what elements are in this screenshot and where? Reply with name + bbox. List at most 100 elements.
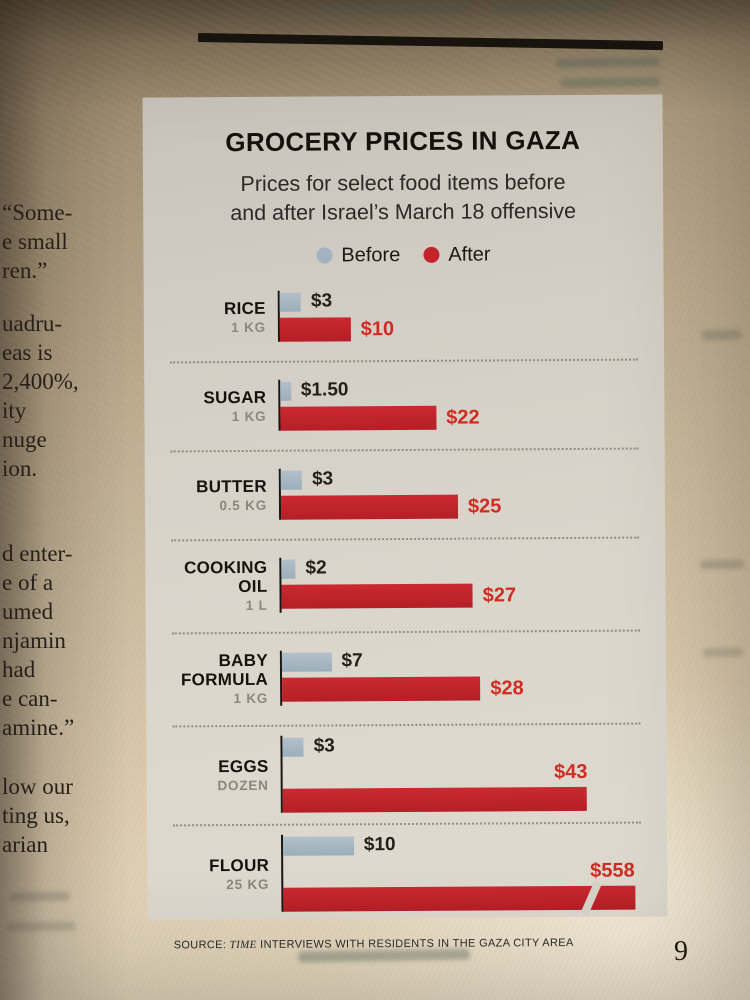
axis-break-mark — [580, 880, 602, 916]
after-value: $22 — [446, 406, 480, 429]
chart-row-cooking-oil: COOKING OIL 1 L $2 $27 — [171, 536, 640, 633]
after-bar — [282, 676, 481, 702]
before-value: $10 — [363, 834, 396, 856]
before-value: $7 — [341, 650, 363, 672]
row-bars: $10 $558 — [280, 832, 642, 916]
before-bar — [281, 559, 296, 579]
chart-subtitle: Prices for select food items before and … — [169, 168, 637, 229]
row-label: BABY FORMULA — [180, 650, 269, 690]
before-bar — [282, 737, 304, 757]
before-legend-dot-icon — [316, 247, 333, 264]
chart-rows: RICE 1 KG $3 $10 SUGAR 1 KG $1.50 $22 — [170, 272, 642, 924]
article-fragment: had — [2, 657, 36, 682]
row-unit: 1 L — [245, 597, 268, 613]
article-fragment: e small — [2, 229, 68, 254]
top-divider-rule — [197, 33, 664, 51]
row-bars: $3 $10 — [277, 288, 638, 342]
chart-row-sugar: SUGAR 1 KG $1.50 $22 — [170, 358, 639, 451]
chart-row-flour: FLOUR 25 KG $10 $558 — [172, 821, 642, 924]
article-fragment: ren.” — [2, 258, 48, 283]
after-legend-dot-icon — [423, 246, 440, 263]
row-label: RICE — [223, 298, 266, 318]
article-fragment: ion. — [2, 456, 38, 481]
article-fragment: amine.” — [2, 715, 75, 740]
row-bars: $1.50 $22 — [278, 377, 639, 431]
chart-row-baby-formula: BABY FORMULA 1 KG $7 $28 — [171, 629, 641, 726]
chart-subtitle-line1: Prices for select food items before — [240, 170, 566, 196]
row-bars: $3 $25 — [278, 466, 640, 520]
after-value: $27 — [482, 583, 517, 607]
bleedthrough-mark — [699, 559, 745, 570]
before-bar — [281, 651, 332, 672]
row-unit: 1 KG — [233, 690, 269, 707]
article-fragment: umed — [2, 599, 54, 624]
article-fragment: ity — [2, 398, 27, 423]
bleedthrough-mark — [491, 0, 613, 14]
after-value: $558 — [590, 859, 635, 882]
article-fragment: d enter- — [2, 541, 73, 566]
article-fragment: ting us, — [2, 803, 70, 828]
before-bar — [283, 835, 354, 856]
after-bar — [279, 317, 351, 342]
chart-panel: GROCERY PRICES IN GAZA Prices for select… — [142, 94, 668, 951]
after-value: $25 — [467, 494, 502, 518]
bleedthrough-mark — [702, 647, 744, 658]
article-fragment: 2,400%, — [2, 369, 79, 394]
row-bars: $3 $43 — [280, 733, 641, 813]
before-bar — [280, 470, 303, 490]
row-unit: DOZEN — [217, 777, 269, 793]
before-value: $1.50 — [300, 379, 349, 401]
chart-legend: Before After — [169, 242, 637, 269]
after-bar — [283, 880, 636, 916]
before-legend-label: Before — [341, 243, 401, 266]
article-fragment: nuge — [2, 427, 47, 452]
page-number: 9 — [674, 936, 688, 967]
article-fragment: “Some- — [2, 200, 73, 225]
chart-source: SOURCE: TIME INTERVIEWS WITH RESIDENTS I… — [173, 936, 574, 952]
row-label: FLOUR — [209, 855, 270, 875]
after-value: $28 — [490, 676, 524, 699]
after-bar — [280, 494, 459, 520]
bleedthrough-mark — [5, 921, 77, 932]
after-bar — [282, 786, 588, 813]
article-fragment: low our — [2, 774, 73, 799]
row-label: SUGAR — [203, 387, 267, 407]
before-bar — [280, 381, 291, 401]
chart-row-rice: RICE 1 KG $3 $10 — [170, 272, 639, 362]
article-fragment: uadru- — [2, 311, 63, 336]
after-bar — [281, 583, 473, 609]
after-value: $10 — [360, 317, 395, 340]
row-unit: 25 KG — [226, 876, 270, 892]
bleedthrough-mark — [701, 329, 743, 341]
chart-subtitle-line2: and after Israel’s March 18 offensive — [230, 198, 577, 226]
before-value: $3 — [310, 290, 333, 312]
article-text-column: “Some-e small ren.” uadru-eas is 2,400%, ity… — [2, 198, 114, 859]
article-fragment: e can- — [2, 686, 58, 711]
before-bar — [279, 292, 302, 312]
row-label: COOKING OIL — [183, 557, 268, 597]
row-unit: 1 KG — [231, 319, 266, 335]
row-bars: $7 $28 — [279, 648, 641, 706]
article-fragment: eas is — [2, 340, 53, 365]
publication-name: TIME — [229, 938, 257, 952]
row-unit: 1 KG — [231, 408, 267, 424]
before-value: $3 — [313, 735, 335, 757]
row-label: EGGS — [218, 756, 269, 776]
after-bar — [280, 405, 437, 431]
chart-row-butter: BUTTER 0.5 KG $3 $25 — [170, 447, 640, 540]
bleedthrough-mark — [559, 77, 661, 88]
bleedthrough-mark — [317, 2, 469, 15]
row-unit: 0.5 KG — [219, 497, 268, 513]
row-bars: $2 $27 — [279, 555, 640, 613]
chart-title: GROCERY PRICES IN GAZA — [225, 124, 581, 158]
article-fragment: njamin — [2, 628, 66, 653]
bleedthrough-mark — [9, 891, 71, 902]
bleedthrough-mark — [297, 948, 471, 963]
chart-row-eggs: EGGS DOZEN $3 $43 — [172, 722, 641, 825]
after-legend-label: After — [448, 242, 491, 266]
after-value: $43 — [553, 760, 588, 784]
article-fragment: arian — [2, 832, 48, 857]
article-fragment: e of a — [2, 570, 54, 595]
row-label: BUTTER — [196, 476, 267, 496]
before-value: $3 — [311, 468, 334, 490]
